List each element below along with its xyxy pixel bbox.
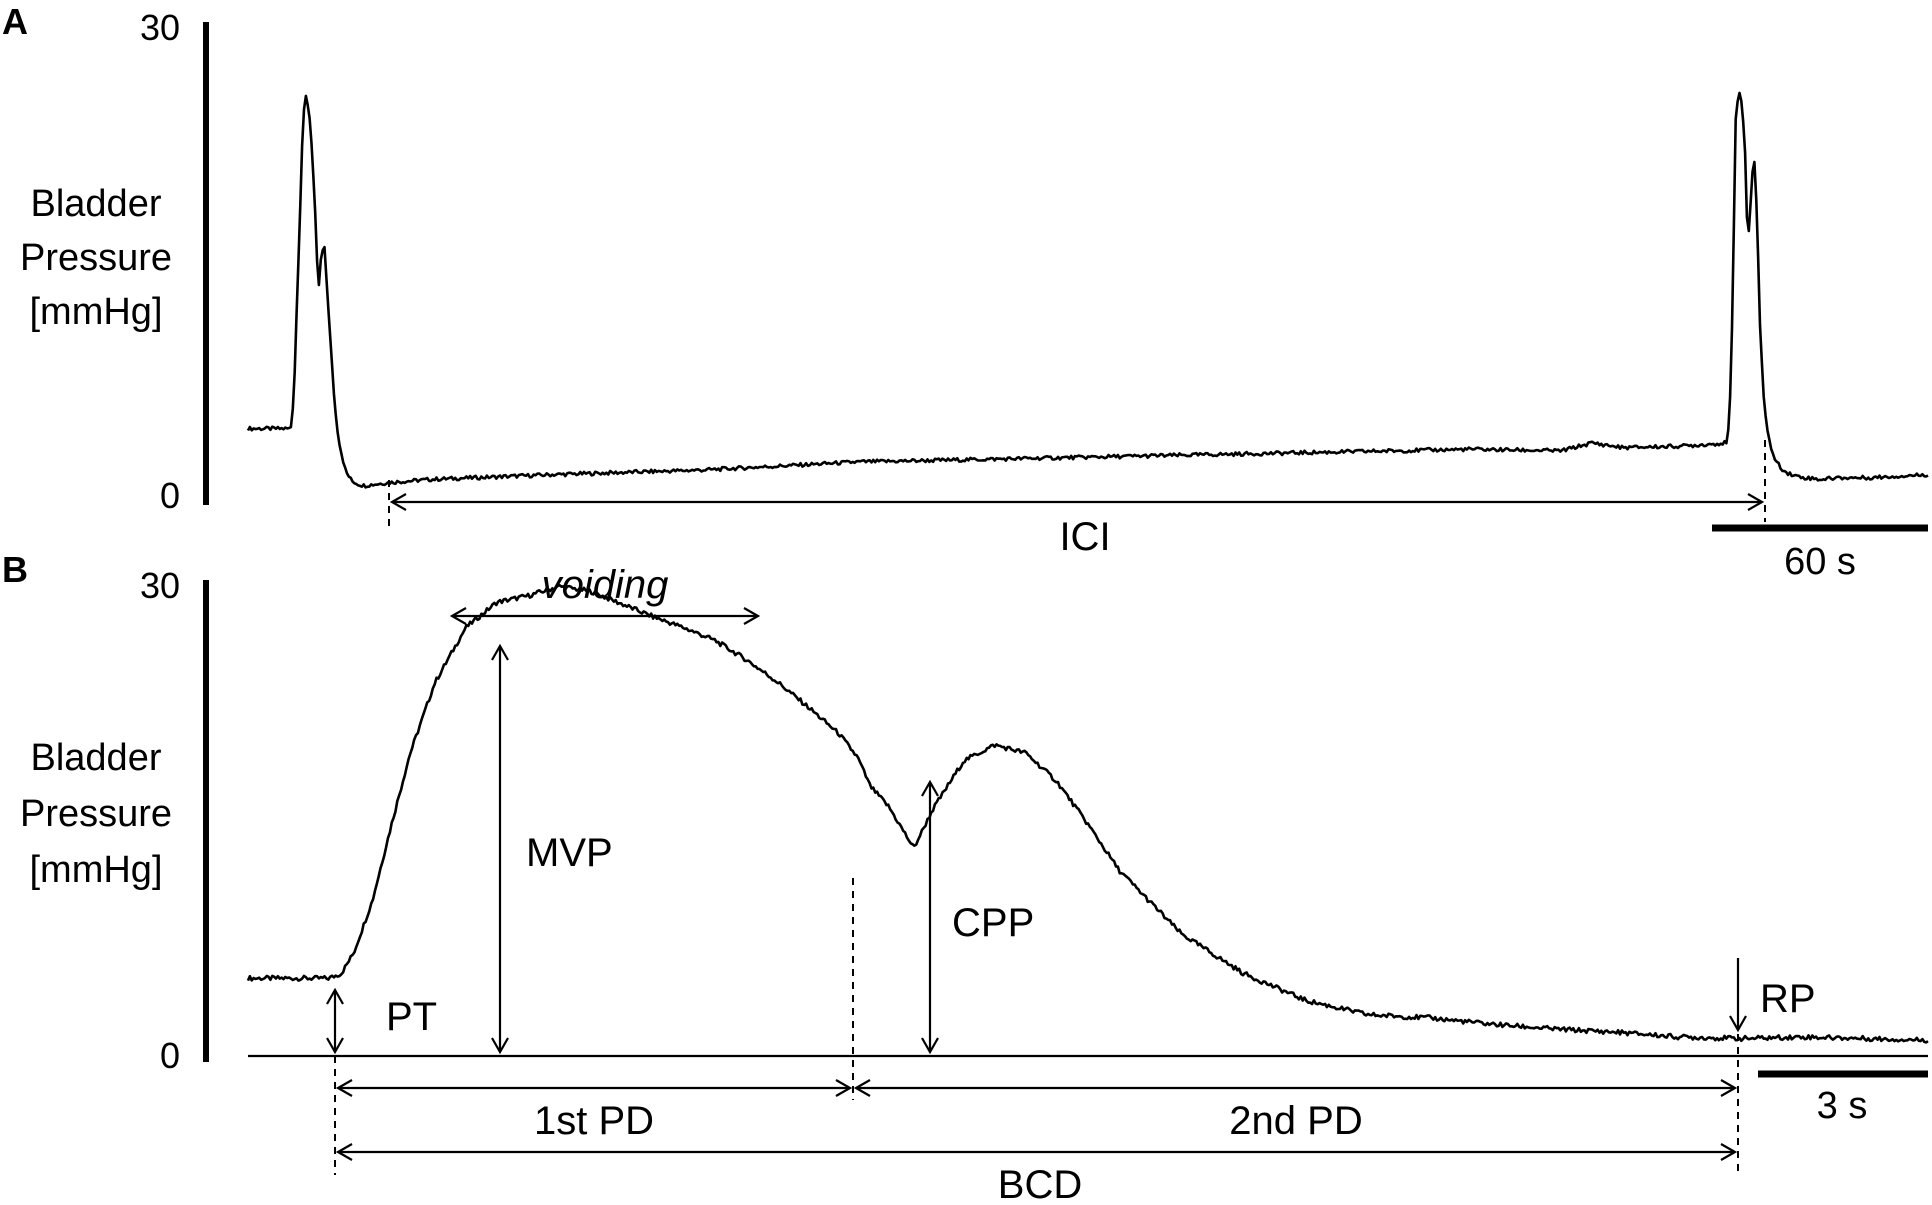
panel-a-ici-label: ICI <box>1059 515 1110 559</box>
panel-a-ytick-30: 30 <box>140 7 180 48</box>
panel-a-ytick-0: 0 <box>160 475 180 516</box>
panel-b-pressure-trace <box>246 584 1929 1044</box>
panel-a-ylabel-line2: Pressure <box>20 237 172 279</box>
panel-a-letter: A <box>2 1 28 42</box>
panel-b-ytick-0: 0 <box>160 1035 180 1076</box>
panel-b-pt-label: PT <box>386 995 437 1039</box>
panel-b-time-scale-label: 3 s <box>1817 1085 1868 1127</box>
panel-b-cpp-arrow-bottom-head <box>921 1037 939 1055</box>
panel-b-bcd-arrow-left-head <box>335 1143 353 1161</box>
panel-b-voiding-arrow-left-head <box>449 607 467 625</box>
panel-b-mvp-arrow-top-head <box>491 643 509 661</box>
panel-b-2nd-pd-arrow-left-head <box>853 1079 871 1097</box>
panel-b-2nd-pd-label: 2nd PD <box>1229 1099 1362 1143</box>
panel-b: B 30 0 Bladder Pressure [mmHg] voiding M… <box>2 549 1929 1205</box>
panel-b-mvp-label: MVP <box>526 831 613 875</box>
panel-a: A 30 0 Bladder Pressure [mmHg] ICI 60 s <box>2 1 1929 583</box>
panel-b-ylabel-line3: [mmHg] <box>30 849 163 891</box>
panel-b-voiding-arrow-right-head <box>743 607 761 625</box>
panel-a-ylabel-line3: [mmHg] <box>30 291 163 333</box>
panel-a-time-scale-label: 60 s <box>1784 541 1856 583</box>
panel-b-letter: B <box>2 549 28 590</box>
panel-b-rp-arrow-head <box>1729 1015 1747 1033</box>
panel-b-bcd-label: BCD <box>998 1163 1082 1205</box>
panel-a-ici-arrow-right-head <box>1747 493 1765 511</box>
panel-b-rp-label: RP <box>1760 977 1816 1021</box>
panel-b-2nd-pd-arrow-right-head <box>1720 1079 1738 1097</box>
panel-a-ylabel-line1: Bladder <box>31 183 162 225</box>
panel-b-1st-pd-arrow-right-head <box>835 1079 853 1097</box>
panel-b-ytick-30: 30 <box>140 565 180 606</box>
panel-b-pt-arrow-top-head <box>326 987 344 1005</box>
panel-b-cpp-label: CPP <box>952 901 1034 945</box>
panel-b-1st-pd-arrow-left-head <box>335 1079 353 1097</box>
panel-b-pt-arrow-bottom-head <box>326 1037 344 1055</box>
panel-b-mvp-arrow-bottom-head <box>491 1037 509 1055</box>
panel-b-bcd-arrow-right-head <box>1720 1143 1738 1161</box>
panel-a-ici-arrow-left-head <box>389 493 407 511</box>
panel-a-pressure-trace <box>246 91 1929 489</box>
panel-b-1st-pd-label: 1st PD <box>534 1099 654 1143</box>
panel-b-ylabel-line1: Bladder <box>31 737 162 779</box>
panel-b-cpp-arrow-top-head <box>921 779 939 797</box>
panel-b-voiding-label: voiding <box>542 563 669 607</box>
panel-b-ylabel-line2: Pressure <box>20 793 172 835</box>
